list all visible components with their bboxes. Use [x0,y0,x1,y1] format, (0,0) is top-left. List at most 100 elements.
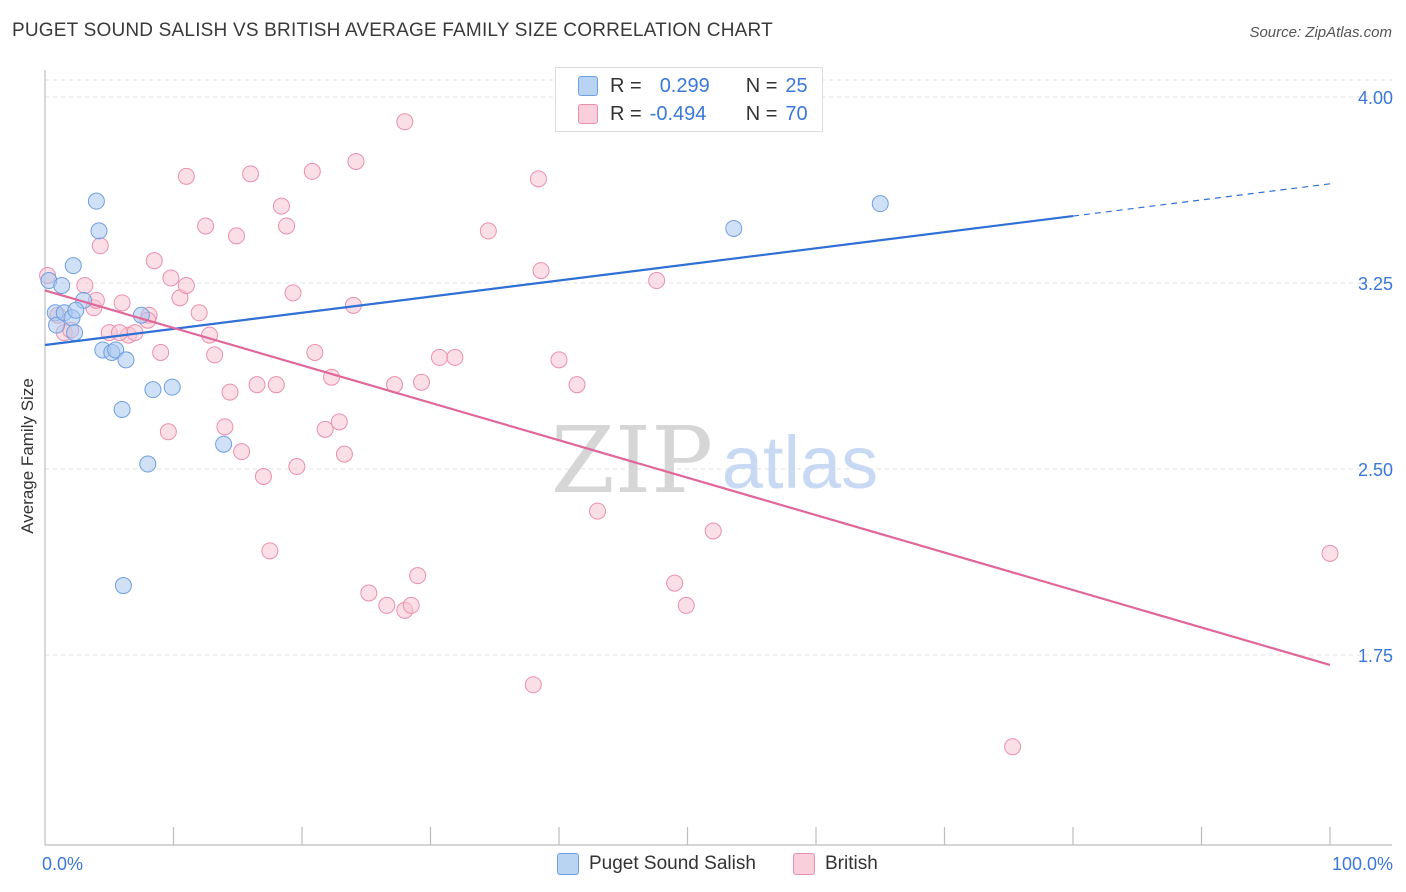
puget-sound-salish-point [215,435,233,453]
british-point [704,522,722,540]
puget-sound-salish-point [139,455,157,473]
puget-sound-salish-point [871,195,889,213]
british-point [396,113,414,131]
british-point [233,443,251,461]
british-point [76,276,94,294]
british-point [677,596,695,614]
legend-r-label: R = [610,102,642,125]
legend-swatch-puget [578,76,598,96]
british-point [177,167,195,185]
bottom-legend-swatch-puget [557,853,579,875]
british-point [316,420,334,438]
puget-sound-salish-point [144,381,162,399]
legend-row-puget: R = 0.299 N = 25 [578,72,808,100]
british-point [1321,544,1339,562]
puget-sound-salish-points [40,192,889,595]
puget-sound-salish-point [117,351,135,369]
axes [44,70,1392,846]
y-tick-label: 3.25 [1358,274,1393,294]
puget-sound-salish-point [48,316,66,334]
british-point [402,596,420,614]
y-tick-label: 2.50 [1358,460,1393,480]
british-point [216,418,234,436]
puget-trend-line-dashed [1072,183,1331,217]
tick-labels: 1.75 2.50 3.25 4.00 0.0% 100.0% [42,88,1393,874]
british-point [335,445,353,463]
legend-row-british: R = -0.494 N = 70 [578,100,808,128]
british-point [550,351,568,369]
british-point [409,567,427,585]
puget-sound-salish-point [114,577,132,595]
british-point [568,376,586,394]
british-point [242,165,260,183]
x-tick-label-min: 0.0% [42,854,83,874]
british-point [666,574,684,592]
bottom-legend-british: British [793,850,878,878]
british-point [479,222,497,240]
puget-sound-salish-point [90,222,108,240]
british-point [330,413,348,431]
source-label: Source: ZipAtlas.com [1249,24,1392,41]
legend-n-value: 70 [785,102,808,125]
british-point [589,502,607,520]
british-point [190,304,208,322]
british-point [113,294,131,312]
legend-r-value: 0.299 [659,74,710,97]
british-point [111,324,129,342]
british-point [306,343,324,361]
legend-swatch-british [578,104,598,124]
british-point [261,542,279,560]
x-tick-label-max: 100.0% [1332,854,1393,874]
british-point [91,237,109,255]
puget-sound-salish-point [66,324,84,342]
puget-sound-salish-point [163,378,181,396]
british-point [303,162,321,180]
british-point [278,217,296,235]
british-point [378,596,396,614]
watermark: ZIP atlas [551,407,878,514]
british-point [197,217,215,235]
british-point [413,373,431,391]
british-point [648,272,666,290]
british-point [159,423,177,441]
chart-title: PUGET SOUND SALISH VS BRITISH AVERAGE FA… [12,20,773,41]
legend-n-label: N = [745,102,778,125]
british-point [145,252,163,270]
correlation-legend: R = 0.299 N = 25 R = -0.494 N = 70 [555,67,823,132]
puget-sound-salish-point [64,257,82,275]
puget-trend-line [44,214,1074,347]
british-point [221,383,239,401]
british-point [529,170,547,188]
bottom-legend-label-puget: Puget Sound Salish [589,853,756,874]
british-point [206,346,224,364]
british-point [284,284,302,302]
puget-sound-salish-point [67,301,85,319]
british-point [162,269,180,287]
bottom-legend-puget: Puget Sound Salish [557,850,756,878]
british-point [254,467,272,485]
british-point [524,676,542,694]
puget-sound-salish-point [87,192,105,210]
puget-sound-salish-point [53,276,71,294]
puget-sound-salish-point [107,341,125,359]
british-point [152,343,170,361]
british-point [267,376,285,394]
british-point [177,276,195,294]
british-point [1004,738,1022,756]
y-tick-label: 4.00 [1358,88,1393,108]
legend-n-value: 25 [785,74,808,97]
legend-n-label: N = [745,74,778,97]
legend-r-value: -0.494 [649,102,707,125]
puget-sound-salish-point [725,219,743,237]
british-point [248,376,266,394]
british-point [288,458,306,476]
british-trend-line [44,289,1331,666]
bottom-legend-swatch-british [793,853,815,875]
british-point [532,262,550,280]
british-point [446,348,464,366]
british-point [347,152,365,170]
bottom-legend-label-british: British [825,853,878,874]
watermark-atlas: atlas [722,421,878,504]
british-point [360,584,378,602]
